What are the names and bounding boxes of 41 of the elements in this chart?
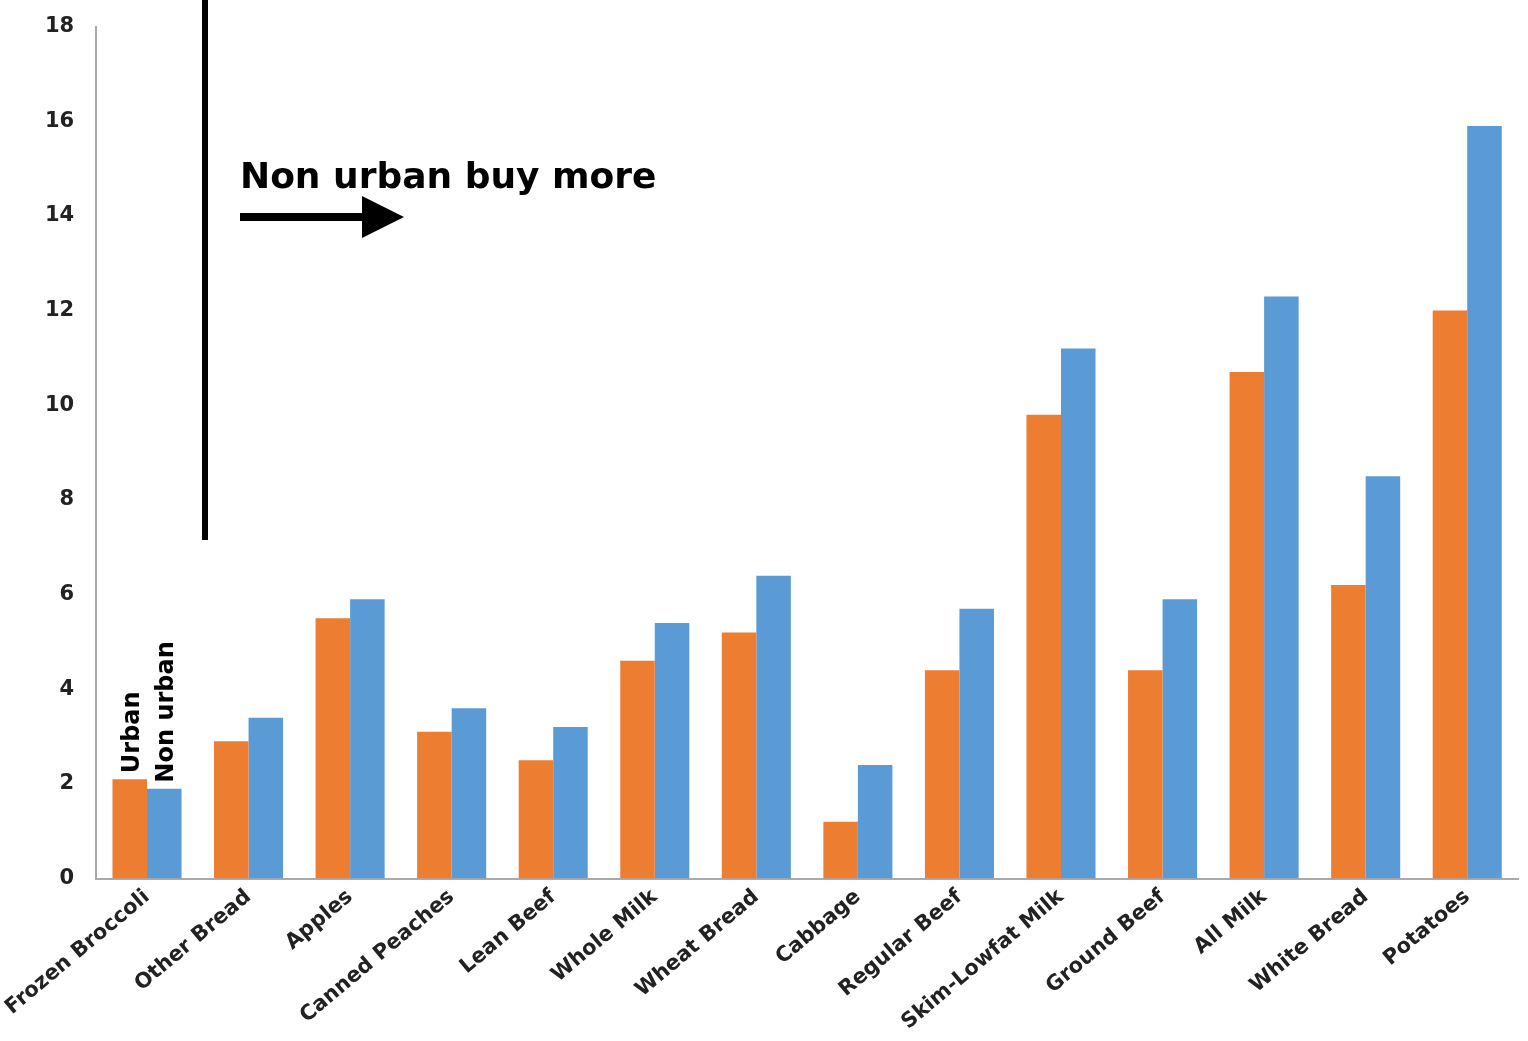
y-tick-label: 0	[59, 865, 75, 890]
y-tick-label: 16	[44, 107, 75, 132]
text: Urban	[116, 691, 145, 774]
bar	[1331, 585, 1366, 879]
bar	[315, 618, 351, 879]
bar	[959, 608, 994, 879]
bar	[1264, 296, 1299, 879]
bar	[214, 741, 249, 879]
bar	[112, 779, 147, 879]
bar	[924, 670, 960, 879]
bar	[553, 727, 588, 879]
y-tick-label: 6	[59, 581, 75, 606]
text: Non urban	[151, 641, 180, 783]
bar	[417, 731, 452, 879]
bar	[823, 821, 858, 879]
bar	[248, 717, 284, 879]
bar	[518, 760, 554, 879]
bar	[147, 788, 182, 879]
bar	[620, 660, 655, 879]
bar	[721, 632, 757, 879]
y-tick-label: 2	[59, 770, 75, 795]
bar	[1162, 599, 1198, 879]
bar	[1026, 414, 1061, 879]
annotation: Non urban buy more	[240, 155, 657, 196]
y-tick-label: 12	[44, 297, 75, 322]
bar	[654, 622, 690, 879]
bar	[1229, 372, 1265, 879]
bar	[1061, 348, 1096, 879]
bar	[756, 575, 791, 879]
bar	[1128, 670, 1163, 879]
bar	[451, 708, 487, 879]
y-tick-label: 18	[44, 13, 75, 38]
bar	[1432, 310, 1468, 879]
bar	[350, 599, 385, 879]
bar	[1467, 126, 1502, 879]
y-tick-label: 14	[44, 202, 75, 227]
y-tick-label: 8	[59, 486, 75, 511]
y-tick-label: 4	[59, 675, 75, 700]
bar	[1365, 476, 1401, 879]
bar	[857, 764, 893, 879]
y-tick-label: 10	[44, 391, 75, 416]
